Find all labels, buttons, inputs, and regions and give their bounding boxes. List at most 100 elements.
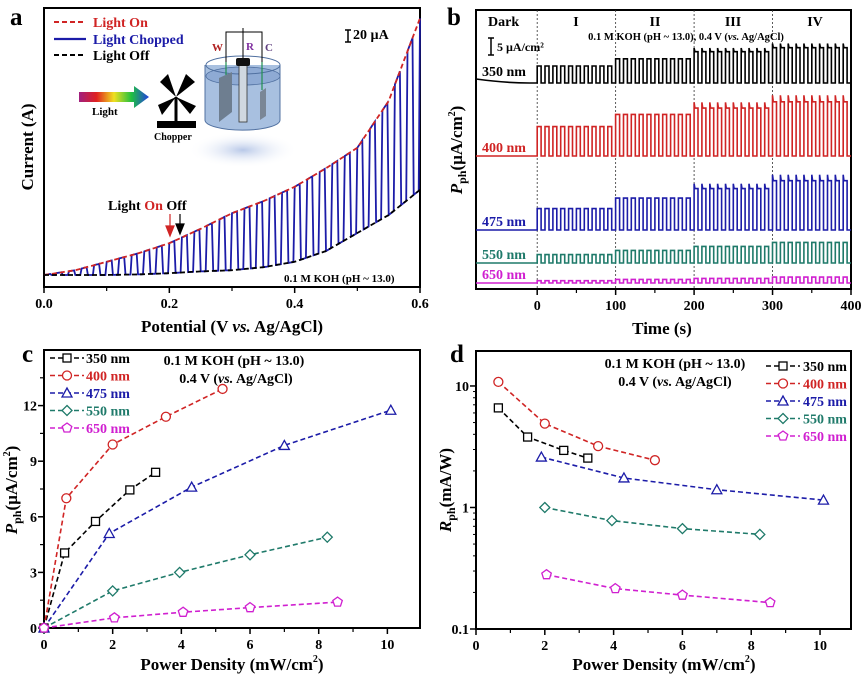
data-point-pentagon [332, 596, 344, 607]
photocurrent-trace-650-nm [476, 276, 851, 284]
data-point-diamond [605, 514, 618, 527]
y-title-part: ) [447, 106, 466, 112]
inset-c-label: C [265, 42, 273, 54]
x-title-part: Potential (V [141, 317, 232, 336]
data-point-pentagon [244, 601, 256, 613]
data-point-circle [61, 493, 72, 504]
legend-label: 475 nm [86, 387, 130, 402]
y-tick-label: 3 [30, 566, 37, 581]
data-point-diamond [106, 585, 119, 597]
data-point-triangle [384, 403, 397, 415]
data-point-triangle [776, 394, 790, 406]
legend-label: 400 nm [803, 378, 847, 393]
plot-frame [475, 350, 852, 630]
y-tick-label: 10 [455, 380, 469, 395]
data-point-diamond [753, 528, 766, 541]
condition-part: vs. [728, 32, 739, 43]
data-point-diamond [777, 412, 789, 425]
data-point-circle [107, 439, 118, 450]
legend-label: 650 nm [803, 430, 847, 445]
data-point-square [583, 453, 593, 463]
x-tick-label: 0.2 [161, 297, 179, 312]
legend-label: 350 nm [803, 360, 847, 375]
x-tick-label: 8 [748, 639, 755, 654]
condition-label: 0.1 M KOH (pH ~ 13.0) [284, 273, 395, 285]
data-point-square [59, 548, 70, 558]
wavelength-label: 350 nm [482, 65, 526, 80]
data-point-circle [592, 440, 604, 452]
data-point-triangle [710, 483, 723, 495]
segment-label-dark: Dark [488, 15, 519, 30]
x-title-part: ) [750, 655, 756, 674]
data-point-circle [217, 383, 228, 395]
y-title-part: (µA/cm [2, 456, 21, 510]
data-point-diamond [61, 404, 73, 417]
data-point-pentagon [177, 606, 189, 617]
y-tick-label: 9 [30, 455, 37, 470]
data-point-circle [539, 418, 550, 429]
x-tick-label: 10 [813, 639, 827, 654]
data-point-pentagon [676, 589, 688, 600]
panel-label-c: c [22, 341, 33, 368]
x-tick-label: 6 [679, 639, 686, 654]
series-line-400-nm [497, 381, 656, 461]
scale-bar-icon [488, 37, 494, 56]
data-point-circle [777, 378, 789, 389]
data-point-pentagon [108, 611, 120, 623]
data-point-pentagon [541, 568, 553, 580]
y-title-part: ) [2, 446, 21, 452]
data-point-circle [61, 370, 73, 381]
y-axis-title: Rph(mA/W) [436, 448, 458, 533]
annotation-light: Light [108, 199, 141, 214]
x-tick-label: 8 [315, 638, 322, 653]
y-title-part: ph [10, 510, 24, 524]
data-point-diamond [321, 531, 334, 544]
data-point-circle [493, 376, 504, 388]
y-tick-label: 0 [30, 622, 37, 637]
data-point-circle [649, 455, 661, 466]
data-point-triangle [60, 386, 74, 398]
legend-light-on: Light On [93, 16, 148, 31]
scale-bar-label: 20 µA [353, 28, 390, 43]
annotation-on: On [144, 199, 163, 214]
condition-line-1: 0.1 M KOH (pH ~ 13.0) [164, 354, 305, 369]
x-tick-label: 6 [247, 638, 254, 653]
series-line-400-nm [43, 388, 223, 629]
data-point-pentagon [609, 582, 621, 594]
data-point-square [90, 516, 101, 527]
condition-part: Ag/AgCl) [672, 375, 732, 390]
data-point-square [778, 361, 788, 371]
data-point-square [493, 403, 504, 413]
light-off-arrow-icon [175, 214, 185, 236]
data-point-diamond [538, 501, 551, 514]
data-point-square [62, 353, 72, 363]
legend-light-off: Light Off [93, 49, 150, 64]
y-tick-label: 0.1 [452, 623, 470, 638]
y-title-part: (µA/cm [447, 116, 466, 170]
x-axis-title: Potential (V vs. Ag/AgCl) [141, 317, 323, 336]
light-off-line [44, 189, 421, 276]
condition-part: vs. [657, 375, 672, 390]
condition-part: Ag/AgCl) [233, 372, 293, 387]
y-title-part: 2 [2, 451, 13, 456]
wavelength-label: 550 nm [482, 248, 526, 263]
x-axis-title: Time (s) [632, 319, 692, 338]
y-title-part: R [436, 521, 455, 533]
legend-label: 475 nm [803, 395, 847, 410]
photocurrent-trace-550-nm [476, 241, 851, 264]
x-title-part: ) [318, 655, 324, 674]
series-line-350-nm [497, 407, 589, 459]
x-title-part: 2 [313, 654, 318, 665]
x-tick-label: 400 [841, 299, 862, 314]
x-tick-label: 0 [41, 638, 48, 653]
x-axis-title: Power Density (mW/cm2) [572, 654, 755, 674]
panel-d: d 0.1 M KOH (pH ~ 13.0) 0.4 V (vs. Ag/Ag… [436, 341, 852, 674]
light-on-line [43, 17, 421, 276]
condition-line-2: 0.4 V (vs. Ag/AgCl) [618, 375, 732, 390]
condition-part: 0.4 V ( [179, 372, 218, 387]
annotation-off: Off [166, 199, 187, 214]
legend-label: 550 nm [803, 413, 847, 428]
series-line-550-nm [544, 506, 760, 536]
segment-label-iv: IV [807, 15, 823, 30]
